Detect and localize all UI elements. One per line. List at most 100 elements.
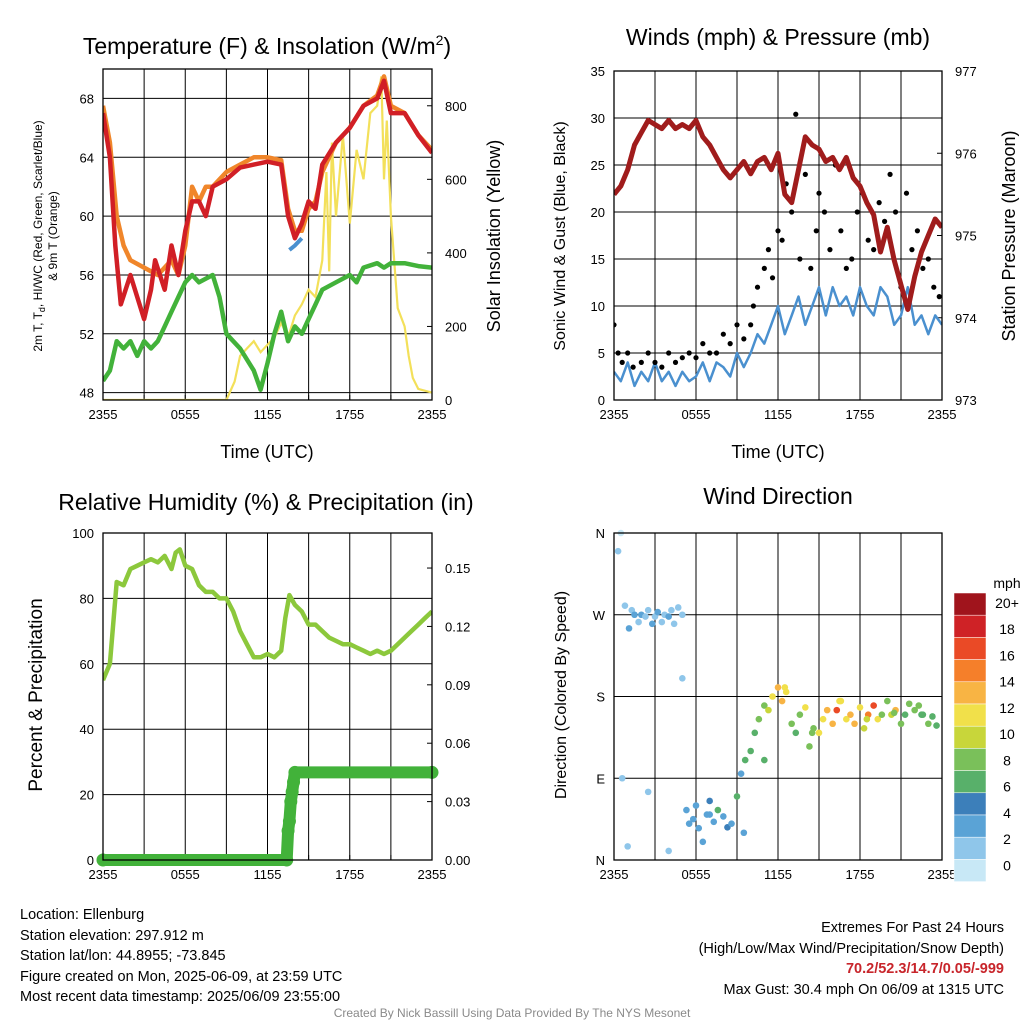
gust-point	[876, 200, 882, 206]
gust-point	[693, 355, 699, 361]
wind-chart-title: Winds (mph) & Pressure (mb)	[626, 24, 930, 50]
gust-point	[843, 265, 849, 271]
temp-y2-tick-label: 600	[445, 172, 467, 187]
dir-x-tick-label: 2355	[928, 867, 957, 882]
direction-point	[648, 620, 656, 628]
direction-point	[802, 704, 809, 711]
gust-point	[909, 247, 915, 253]
direction-point	[761, 702, 768, 709]
temp-y-label-line2: & 9m T (Orange)	[46, 191, 60, 281]
precip-point	[285, 785, 299, 799]
gust-point	[765, 247, 772, 253]
direction-point	[884, 697, 891, 705]
gust-point	[802, 171, 808, 177]
gust-point	[720, 331, 726, 337]
gust-point	[838, 228, 844, 234]
gust-point	[754, 284, 761, 290]
gust-point	[903, 190, 910, 196]
rh-y-tick-label: 60	[80, 657, 94, 672]
gust-point	[827, 247, 833, 253]
dir-x-tick-label: 2355	[600, 867, 629, 882]
gust-point	[734, 322, 740, 328]
gust-point	[925, 256, 931, 262]
rh-y2-tick-label: 0.15	[445, 561, 470, 576]
temp-x-tick-label: 1155	[254, 407, 282, 422]
legend-swatch	[953, 681, 987, 705]
gust-point	[750, 303, 757, 309]
direction-point	[644, 606, 652, 614]
rh-y2-tick-label: 0.03	[445, 795, 470, 810]
legend-swatch	[953, 748, 987, 771]
rh-x-tick-label: 2355	[89, 867, 118, 882]
gust-point	[789, 209, 795, 215]
direction-point	[808, 729, 816, 737]
direction-point	[765, 706, 772, 714]
temp-chart-title: Temperature (F) & Insolation (W/m2)	[83, 32, 451, 59]
precip-point	[288, 765, 302, 779]
dir-y-label: Direction (Colored By Speed)	[553, 591, 570, 799]
direction-point	[733, 793, 741, 800]
gust-point	[865, 237, 871, 243]
direction-point	[933, 722, 940, 729]
temp-plot-area: 2355 0555 1155 1755 2355 48 52 56 60 64 68 0 200 400 6…	[80, 68, 467, 422]
gust-point	[914, 228, 921, 234]
gust-point	[821, 209, 828, 215]
legend-swatch	[953, 792, 987, 816]
legend-swatch	[953, 703, 987, 727]
direction-point	[747, 747, 754, 755]
legend-label: 2	[1003, 831, 1011, 847]
gust-point	[625, 350, 631, 356]
gust-point	[849, 256, 855, 262]
rh-x-tick-label: 1755	[335, 867, 364, 882]
direction-point	[706, 797, 713, 805]
direction-point	[781, 684, 789, 691]
direction-point	[836, 697, 843, 705]
legend-label: 16	[999, 647, 1015, 663]
station-latlon: Station lat/lon: 44.8955; -73.845	[20, 948, 226, 964]
panel-wind-direction: Wind Direction 2355 0555 1155 1755 2355NESWN…	[553, 483, 1021, 882]
direction-point	[918, 711, 925, 718]
wind-y-tick-label: 10	[591, 299, 605, 314]
dir-y-tick-label: S	[596, 690, 605, 705]
direction-point	[679, 611, 686, 619]
temp-y-tick-label: 64	[80, 150, 94, 165]
gust-point	[769, 275, 776, 281]
gust-point	[871, 247, 877, 253]
extremes-title: Extremes For Past 24 Hours	[821, 920, 1004, 936]
direction-point	[761, 756, 768, 764]
solar-insolation-line	[103, 76, 432, 400]
wind-x-tick-label: 1155	[764, 407, 792, 422]
direction-point	[847, 711, 854, 718]
dir-x-tick-label: 1755	[846, 867, 875, 882]
direction-point	[658, 618, 666, 626]
direction-point	[769, 693, 776, 700]
direction-point	[823, 706, 831, 714]
direction-point	[741, 756, 749, 764]
wind-y2-tick-label: 977	[955, 64, 977, 79]
gust-point	[638, 359, 644, 365]
temp-x-label: Time (UTC)	[220, 442, 313, 462]
wind-y2-tick-label: 976	[955, 146, 977, 161]
panel-humidity: Relative Humidity (%) & Precipitation (i…	[26, 489, 474, 882]
precip-point	[281, 824, 295, 838]
legend-label: 14	[999, 674, 1015, 690]
direction-point	[819, 715, 827, 723]
gust-point	[645, 350, 651, 356]
wind-y-tick-label: 25	[591, 158, 605, 173]
direction-point	[796, 711, 804, 718]
direction-point	[863, 715, 871, 723]
precip-point	[287, 775, 301, 789]
credit-line: Created By Nick Bassill Using Data Provi…	[333, 1006, 691, 1020]
rh-x-tick-label: 2355	[418, 867, 447, 882]
temp-y2-tick-label: 200	[445, 319, 467, 334]
gust-point	[808, 265, 814, 271]
temp-x-tick-label: 0555	[171, 407, 200, 422]
legend-label: 0	[1003, 857, 1011, 873]
direction-point	[654, 608, 662, 616]
wind-y-tick-label: 30	[591, 111, 605, 126]
legend-label: 10	[999, 726, 1015, 742]
gust-point	[931, 284, 937, 290]
rh-series-layer	[103, 547, 432, 681]
wind-y-tick-label: 0	[598, 393, 605, 408]
legend-label: 6	[1003, 779, 1011, 795]
